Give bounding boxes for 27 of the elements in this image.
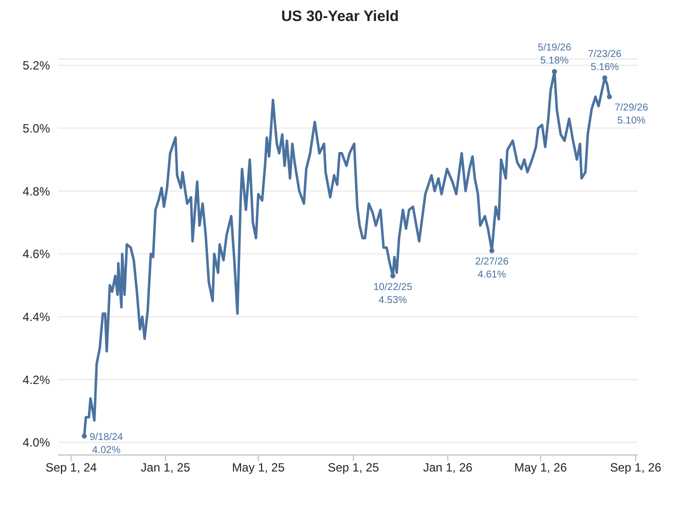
point — [606, 94, 612, 100]
annotation: 7/23/26 5.16% — [588, 48, 622, 73]
x-tick-label: May 1, 26 — [514, 460, 568, 475]
annotation: 9/18/24 4.02% — [90, 432, 124, 456]
annotation: 10/22/25 4.53% — [373, 282, 413, 306]
x-tick-label: Sep 1, 25 — [328, 460, 380, 475]
point — [552, 69, 557, 74]
point — [82, 434, 87, 439]
chart-title: US 30-Year Yield — [280, 8, 400, 25]
x-tick-label: May 1, 25 — [232, 460, 285, 475]
y-tick-label: 5.0% — [22, 121, 50, 136]
x-tick-label: Jan 1, 26 — [423, 460, 473, 475]
x-tick-label: Sep 1, 26 — [610, 460, 662, 475]
x-tick-label: Jan 1, 25 — [140, 460, 191, 475]
x-tick-label: Sep 1, 24 — [45, 460, 98, 475]
y-tick-label: 4.2% — [22, 372, 50, 387]
point — [390, 273, 396, 278]
y-tick-label: 4.8% — [22, 184, 50, 198]
point — [489, 248, 494, 254]
annotation: 2/27/26 4.61% — [475, 256, 509, 281]
y-tick-label: 4.6% — [22, 247, 50, 262]
y-tick-label: 4.0% — [22, 436, 50, 450]
annotation: 7/29/26 5.10% — [614, 102, 648, 127]
annotation: 5/19/26 5.18% — [538, 42, 572, 67]
y-tick-label: 4.4% — [22, 310, 50, 324]
point — [602, 75, 608, 80]
y-tick-label: 5.2% — [22, 58, 50, 73]
